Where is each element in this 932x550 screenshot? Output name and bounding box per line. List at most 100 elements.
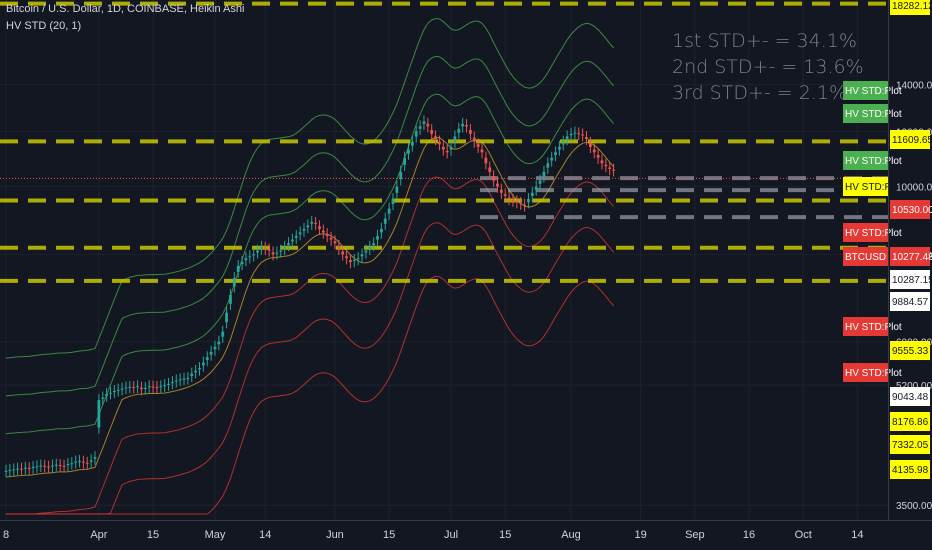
- candle-body: [155, 387, 159, 389]
- candle-body: [116, 389, 120, 391]
- candle-body: [248, 256, 252, 258]
- price-badge: [890, 200, 930, 219]
- candle-body: [503, 194, 507, 196]
- indicator-legend[interactable]: HV STD (20, 1): [6, 20, 82, 32]
- candle-body: [403, 157, 407, 165]
- candle-body: [337, 245, 341, 249]
- candle-body: [109, 392, 112, 394]
- candle-body: [236, 265, 240, 272]
- candle-body: [112, 390, 116, 392]
- candle-body: [85, 462, 89, 464]
- candle-body: [39, 465, 43, 467]
- candle-body: [310, 222, 314, 224]
- candle-body: [8, 470, 12, 472]
- candle-body: [461, 123, 465, 127]
- candle-body: [120, 388, 124, 390]
- candle-body: [51, 465, 54, 467]
- time-tick-label: Aug: [561, 529, 581, 541]
- candle-body: [538, 180, 542, 184]
- badge-label: HV STD:Plot: [845, 322, 902, 333]
- candle-body: [345, 256, 348, 259]
- candle-body: [368, 246, 372, 249]
- candle-body: [4, 470, 8, 472]
- candle-body: [395, 186, 399, 193]
- candle-body: [74, 461, 78, 463]
- candle-body: [608, 167, 612, 169]
- candle-body: [20, 468, 23, 470]
- badge-label: 9043.48: [892, 392, 929, 403]
- candle-body: [35, 466, 39, 468]
- candle-body: [441, 146, 445, 150]
- badge-label: HV STD:Plot: [845, 109, 902, 120]
- candle-body: [360, 254, 364, 257]
- candle-body: [321, 230, 325, 233]
- series-badge: [843, 177, 889, 196]
- candle-body: [12, 469, 16, 471]
- candle-body: [23, 467, 27, 469]
- candle-body: [159, 386, 163, 388]
- candle-body: [596, 154, 600, 158]
- stat-line-1: 1st STD+- = 34.1%: [672, 30, 857, 52]
- candle-body: [519, 203, 523, 205]
- candle-body: [318, 226, 321, 229]
- candle-body: [302, 228, 306, 231]
- candle-body: [283, 246, 287, 249]
- price-badge: [890, 387, 930, 406]
- price-tick-label: 14000.00: [896, 81, 932, 92]
- badge-label: HV STD:Plot: [845, 182, 902, 193]
- candle-body: [47, 466, 50, 468]
- series-badge: [843, 151, 889, 170]
- candle-body: [294, 235, 298, 238]
- candle-body: [407, 149, 410, 154]
- candle-body: [213, 346, 217, 350]
- candle-body: [263, 247, 267, 249]
- candle-body: [43, 465, 47, 467]
- candle-body: [445, 150, 449, 153]
- candle-body: [561, 141, 565, 145]
- candle-body: [488, 167, 492, 172]
- badge-label: 10530.00: [892, 205, 932, 216]
- price-badge: [890, 412, 930, 431]
- chart-title[interactable]: Bitcoin / U.S. Dollar, 1D, COINBASE, Hei…: [6, 3, 245, 15]
- time-tick-label: Jul: [444, 529, 458, 541]
- candle-body: [550, 157, 554, 161]
- candle-body: [430, 130, 434, 134]
- candle-body: [217, 341, 221, 345]
- candle-body: [275, 252, 279, 254]
- candle-body: [387, 208, 391, 214]
- badge-label: HV STD:Plot: [845, 228, 902, 239]
- price-badge: [890, 247, 930, 266]
- candle-body: [383, 218, 387, 224]
- candle-body: [78, 460, 81, 462]
- price-tick-label: 10000.00: [896, 183, 932, 194]
- series-badge: [843, 81, 889, 100]
- candle-body: [585, 137, 588, 140]
- candle-body: [523, 204, 526, 206]
- candle-body: [82, 461, 85, 463]
- candle-body: [577, 133, 581, 135]
- badge-label: 11609.65: [892, 135, 932, 146]
- candle-body: [209, 351, 213, 355]
- candle-body: [314, 222, 317, 224]
- time-tick-label: Jun: [326, 529, 344, 541]
- candle-body: [329, 237, 333, 240]
- candle-body: [201, 362, 205, 366]
- candle-body: [124, 387, 128, 389]
- candle-body: [453, 136, 457, 142]
- badge-label: HV STD:Plot: [845, 86, 902, 97]
- series-badge: [843, 104, 889, 123]
- time-tick-label: May: [205, 529, 226, 541]
- candle-body: [379, 228, 383, 233]
- price-badge: [890, 435, 930, 454]
- candle-body: [341, 251, 345, 255]
- candle-body: [573, 132, 577, 134]
- time-tick-label: 14: [259, 529, 271, 541]
- badge-label: HV STD:Plot: [845, 156, 902, 167]
- badge-label: 9555.33: [892, 346, 929, 357]
- candle-body: [147, 386, 151, 388]
- candle-body: [507, 197, 511, 200]
- stat-line-2: 2nd STD+- = 13.6%: [672, 56, 864, 78]
- candle-body: [376, 235, 379, 240]
- candle-body: [542, 171, 546, 177]
